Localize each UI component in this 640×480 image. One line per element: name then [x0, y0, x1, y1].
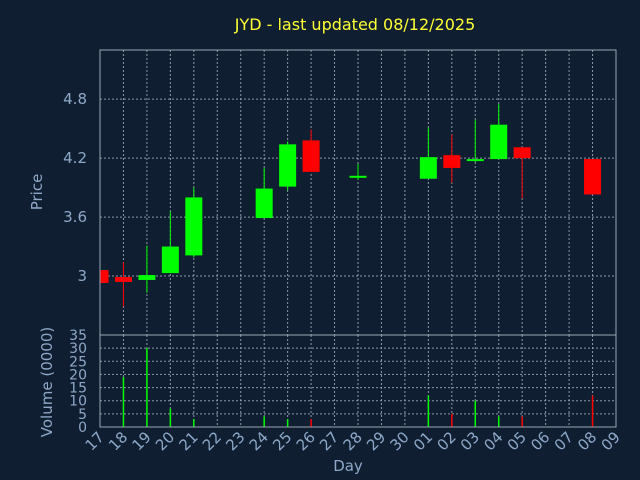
x-tick-label: 25 — [269, 428, 295, 454]
price-plot-frame — [99, 49, 617, 336]
volume-y-tick-label: 20 — [69, 367, 87, 383]
volume-y-tick-label: 5 — [78, 407, 87, 423]
candle-body-up — [138, 275, 156, 280]
x-axis-label: Day — [333, 457, 363, 475]
volume-y-tick-label: 10 — [69, 394, 87, 410]
price-y-tick-label: 3 — [77, 267, 87, 285]
candle-body-down — [114, 277, 132, 282]
x-tick-label: 04 — [480, 428, 506, 454]
volume-y-tick-label: 30 — [69, 341, 87, 357]
x-tick-label: 01 — [410, 428, 436, 454]
volume-bar — [497, 416, 500, 427]
volume-bar — [263, 416, 265, 427]
candle-body-up — [255, 188, 273, 219]
chart-title: JYD - last updated 08/12/2025 — [234, 15, 476, 34]
volume-y-tick-label: 0 — [78, 420, 87, 436]
candle-body-down — [584, 159, 602, 195]
x-tick-label: 02 — [433, 428, 459, 454]
price-y-tick-label: 3.6 — [63, 208, 87, 226]
volume-plot-frame — [99, 334, 617, 428]
volume-bar — [286, 419, 289, 427]
price-candles — [99, 104, 602, 307]
price-y-tick-label: 4.2 — [63, 149, 87, 167]
x-tick-label: 24 — [246, 428, 272, 454]
volume-bar — [193, 419, 195, 427]
volume-y-tick-label: 35 — [69, 328, 87, 344]
candle-body-up — [419, 157, 437, 179]
candle-body-up — [349, 175, 367, 178]
candle-body-up — [161, 246, 179, 274]
candle-body-down — [302, 140, 320, 172]
x-tick-label: 08 — [574, 428, 600, 454]
candle-body-up — [490, 124, 508, 160]
x-tick-label: 19 — [129, 428, 155, 454]
candle-body-down — [100, 270, 109, 283]
x-tick-label: 05 — [504, 428, 530, 454]
volume-bar — [310, 419, 312, 427]
volume-bar — [591, 395, 594, 427]
candle-body-up — [466, 159, 484, 162]
volume-y-tick-label: 15 — [69, 381, 87, 397]
price-y-ticks: 3 3.6 4.2 4.8 — [63, 90, 87, 285]
candle-body-down — [443, 155, 461, 168]
price-y-axis-label: Price — [28, 174, 46, 211]
volume-bar — [169, 408, 172, 427]
x-tick-label: 20 — [152, 428, 178, 454]
x-tick-label: 29 — [363, 428, 389, 454]
volume-bar — [427, 395, 430, 427]
volume-y-axis-label: Volume (0000) — [38, 327, 56, 437]
volume-grid — [100, 335, 616, 427]
candle-body-up — [279, 144, 297, 187]
x-tick-label: 18 — [105, 428, 131, 454]
x-tick-label: 03 — [457, 428, 483, 454]
volume-bar — [451, 413, 453, 427]
volume-bar — [146, 348, 148, 427]
x-tick-label: 06 — [527, 428, 553, 454]
x-ticks: 1718192021222324252627282930010203040506… — [82, 428, 624, 454]
volume-bar — [474, 400, 477, 427]
x-tick-label: 26 — [293, 428, 319, 454]
candle-body-down — [513, 147, 531, 159]
volume-bar — [122, 377, 125, 427]
volume-bar — [521, 416, 523, 427]
x-tick-label: 23 — [222, 428, 248, 454]
price-y-tick-label: 4.8 — [63, 90, 87, 108]
x-tick-label: 09 — [598, 428, 624, 454]
x-tick-label: 28 — [340, 428, 366, 454]
x-tick-label: 21 — [175, 428, 201, 454]
volume-y-tick-label: 25 — [69, 354, 87, 370]
candle-body-up — [185, 197, 203, 256]
x-tick-label: 27 — [316, 428, 342, 454]
x-tick-label: 07 — [551, 428, 577, 454]
x-tick-label: 22 — [199, 428, 225, 454]
price-grid — [100, 50, 616, 335]
x-tick-label: 30 — [387, 428, 413, 454]
volume-bars — [122, 348, 594, 427]
